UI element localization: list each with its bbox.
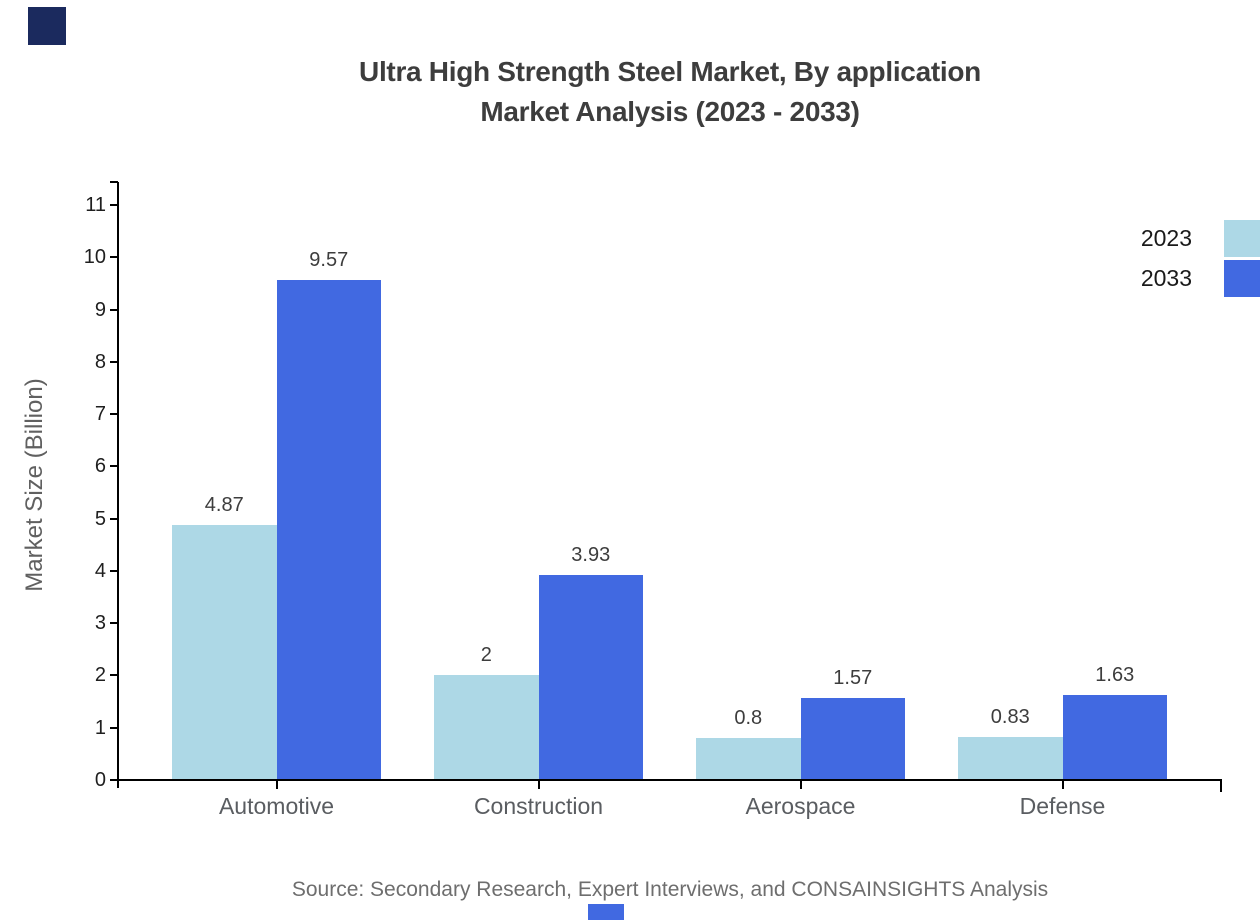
bar-2023-defense [958,736,1063,780]
category-label-construction: Construction [473,793,604,819]
bar-2033-defense [1062,694,1167,780]
x-tick-aerospace [799,781,802,789]
value-label-2023-construction: 2 [480,644,492,667]
value-label-2023-automotive: 4.87 [204,494,244,517]
chart-title-line2: Market Analysis (2023 - 2033) [480,96,860,127]
y-tick-label-1: 1 [94,716,106,739]
y-tick-11 [110,204,118,207]
y-tick-1 [110,726,118,729]
brand-logo-mark-bottom [588,904,624,920]
value-label-2033-defense: 1.63 [1095,663,1135,686]
y-tick-label-9: 9 [94,298,106,321]
y-axis-top-cap [110,181,118,183]
y-tick-label-2: 2 [94,664,106,687]
y-tick-8 [110,360,118,363]
x-tick-defense [1061,781,1064,789]
y-tick-4 [110,569,118,572]
y-tick-label-6: 6 [94,455,106,478]
x-tick-construction [537,781,540,789]
y-tick-label-4: 4 [94,559,106,582]
y-tick-label-5: 5 [94,507,106,530]
category-label-automotive: Automotive [218,793,335,819]
value-label-2033-aerospace: 1.57 [833,666,873,689]
y-tick-7 [110,413,118,416]
y-tick-label-7: 7 [94,403,106,426]
y-tick-6 [110,465,118,468]
y-tick-label-8: 8 [94,350,106,373]
bar-2033-automotive [276,279,381,780]
source-note: Source: Secondary Research, Expert Inter… [291,878,1049,901]
y-tick-9 [110,308,118,311]
category-label-aerospace: Aerospace [745,793,856,819]
x-tick-automotive [275,781,278,789]
y-tick-label-11: 11 [85,194,106,217]
value-label-2023-aerospace: 0.8 [734,707,763,730]
x-axis-line [110,779,1222,781]
value-label-2033-automotive: 9.57 [309,248,349,271]
y-tick-2 [110,674,118,677]
brand-logo-mark [28,7,66,45]
value-label-2023-defense: 0.83 [990,705,1030,728]
category-label-defense: Defense [1019,793,1106,819]
bar-2023-automotive [172,525,277,780]
chart-title: Ultra High Strength Steel Market, By app… [80,52,1260,132]
chart-title-line1: Ultra High Strength Steel Market, By app… [359,56,981,87]
value-label-2033-construction: 3.93 [571,543,611,566]
y-tick-label-3: 3 [94,612,106,635]
y-tick-label-10: 10 [83,246,106,269]
y-tick-label-0: 0 [94,769,106,791]
x-axis-end-cap [1220,779,1222,792]
bar-2023-construction [434,675,539,780]
y-axis-line [117,182,119,788]
bar-2033-aerospace [800,697,905,780]
bar-2023-aerospace [696,738,801,780]
y-tick-10 [110,256,118,259]
bar-2033-construction [538,574,643,780]
y-tick-5 [110,517,118,520]
y-tick-3 [110,622,118,625]
